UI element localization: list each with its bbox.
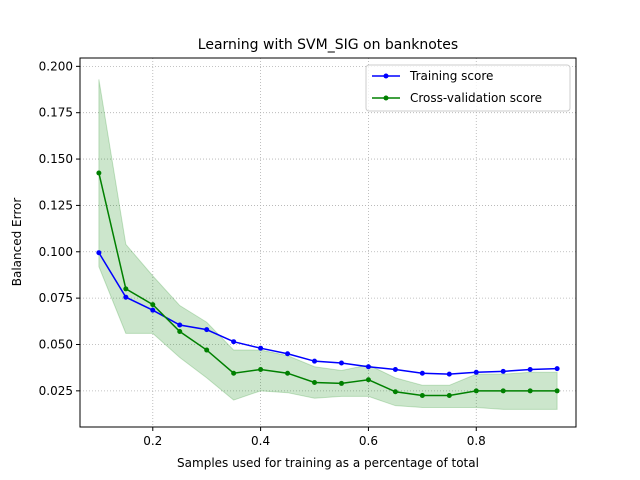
- training-score-point: [285, 351, 291, 357]
- chart-title: Learning with SVM_SIG on banknotes: [198, 37, 458, 53]
- cross-validation-score-point: [392, 389, 398, 395]
- legend-cv-label: Cross-validation score: [410, 91, 542, 105]
- cross-validation-score-point: [527, 388, 533, 394]
- training-score-point: [500, 368, 506, 374]
- training-score-point: [312, 358, 318, 364]
- cross-validation-score-point: [177, 329, 183, 335]
- x-tick-label: 0.8: [467, 434, 486, 448]
- cv-confidence-band: [98, 79, 558, 410]
- training-score-point: [338, 360, 344, 366]
- cross-validation-score-point: [231, 370, 237, 376]
- cross-validation-score-point: [285, 370, 291, 376]
- cross-validation-score-point: [338, 380, 344, 386]
- cross-validation-score-point: [123, 286, 129, 292]
- y-tick-label: 0.125: [39, 198, 73, 212]
- legend-frame: [365, 64, 571, 112]
- training-score-point: [96, 250, 102, 256]
- y-tick-label: 0.075: [39, 291, 73, 305]
- legend-cv-marker: [383, 95, 389, 101]
- series-layer: [96, 170, 560, 398]
- y-tick-label: 0.175: [39, 106, 73, 120]
- cv-confidence-band-layer: [98, 79, 558, 410]
- cross-validation-score-point: [500, 388, 506, 394]
- y-tick-label: 0.100: [39, 245, 73, 259]
- legend: Training score Cross-validation score: [365, 64, 571, 112]
- plot-frame: [79, 57, 577, 428]
- x-tick-label: 0.2: [143, 434, 162, 448]
- cross-validation-score-point: [150, 302, 156, 308]
- cross-validation-score-point: [446, 392, 452, 398]
- cross-validation-score-point: [365, 377, 371, 383]
- training-score-point: [177, 322, 183, 328]
- cross-validation-score-point: [554, 388, 560, 394]
- training-score-point: [473, 369, 479, 375]
- cross-validation-score-point: [312, 379, 318, 385]
- training-score-point: [123, 294, 129, 300]
- cross-validation-score-point: [473, 388, 479, 394]
- training-score-point: [231, 339, 237, 345]
- cross-validation-score-line: [98, 172, 558, 397]
- y-axis-label: Balanced Error: [10, 198, 24, 287]
- training-score-point: [204, 327, 210, 333]
- cross-validation-score-point: [96, 170, 102, 176]
- legend-training-marker: [383, 73, 389, 79]
- training-score-point: [258, 345, 264, 351]
- training-score-point: [419, 370, 425, 376]
- legend-training-label: Training score: [409, 69, 493, 83]
- y-axis-ticks: 0.025 0.050 0.075 0.100 0.125 0.150 0.175 0.200: [39, 59, 80, 398]
- training-score-point: [150, 307, 156, 313]
- training-score-line: [98, 252, 558, 375]
- training-score-point: [527, 367, 533, 373]
- y-tick-label: 0.050: [39, 337, 73, 351]
- y-tick-label: 0.150: [39, 152, 73, 166]
- cross-validation-score-point: [419, 392, 425, 398]
- x-axis-ticks: 0.2 0.4 0.6 0.8: [143, 427, 486, 448]
- y-tick-label: 0.025: [39, 384, 73, 398]
- cross-validation-score-point: [204, 347, 210, 353]
- training-score-point: [365, 364, 371, 370]
- x-tick-label: 0.6: [359, 434, 378, 448]
- y-tick-label: 0.200: [39, 59, 73, 73]
- cross-validation-score-point: [258, 367, 264, 373]
- training-score-point: [554, 366, 560, 372]
- x-axis-label: Samples used for training as a percentag…: [177, 456, 479, 470]
- x-tick-label: 0.4: [251, 434, 270, 448]
- training-score-point: [446, 371, 452, 377]
- training-score-point: [392, 367, 398, 373]
